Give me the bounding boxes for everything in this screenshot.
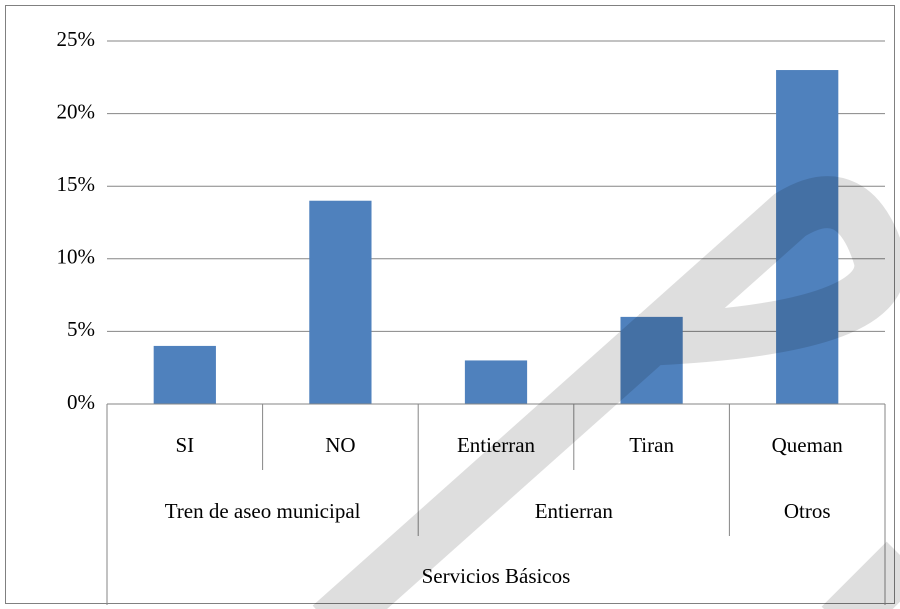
- x-tick-label: SI: [175, 433, 194, 457]
- x-tick-label: Entierran: [457, 433, 536, 457]
- y-tick-label: 0%: [67, 390, 95, 414]
- watermark: [312, 176, 900, 609]
- x-group-label: Otros: [784, 499, 831, 523]
- y-tick-label: 5%: [67, 317, 95, 341]
- watermark-stroke: [821, 541, 900, 609]
- x-tick-label: Tiran: [629, 433, 674, 457]
- plot-area: 0% 5% 10% 15% 20% 25% SI NO Tren de aseo municip…: [57, 27, 886, 605]
- bar: [464, 360, 528, 404]
- x-axis-title: Servicios Básicos: [422, 564, 571, 588]
- y-tick-label: 15%: [57, 172, 96, 196]
- bar: [776, 70, 839, 404]
- bar: [309, 200, 372, 404]
- x-tick-label: Queman: [772, 433, 844, 457]
- bar: [620, 316, 683, 404]
- bar: [153, 345, 216, 404]
- x-group-label: Entierran: [535, 499, 614, 523]
- chart-border: [5, 5, 895, 604]
- y-tick-label: 25%: [57, 27, 96, 51]
- y-tick-label: 10%: [57, 245, 96, 269]
- watermark-stroke: [312, 176, 900, 609]
- x-tick-label: NO: [325, 433, 355, 457]
- x-group-label: Tren de aseo municipal: [165, 499, 361, 523]
- y-tick-label: 20%: [57, 99, 96, 123]
